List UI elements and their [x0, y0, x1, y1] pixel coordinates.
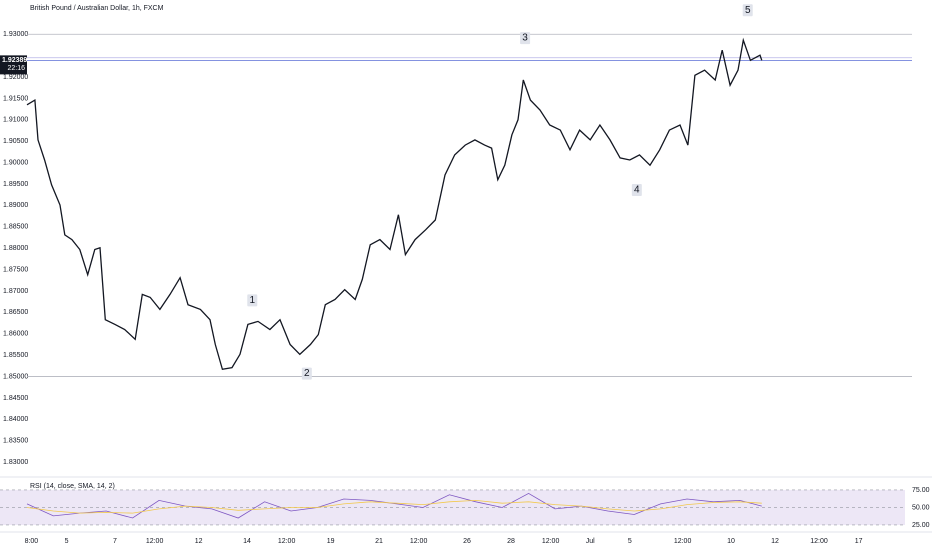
wave-label-box — [520, 32, 531, 45]
y-tick-label: 1.86500 — [3, 309, 28, 316]
y-tick-label: 1.88500 — [3, 224, 28, 231]
x-tick-label: 12:00 — [542, 538, 560, 545]
y-tick-label: 1.85000 — [3, 373, 28, 380]
price-badge — [0, 55, 27, 75]
y-tick-label: 1.92000 — [3, 74, 28, 81]
x-tick-label: 19 — [327, 538, 335, 545]
series-line — [26, 499, 762, 514]
wave-label-box — [247, 294, 258, 307]
y-tick-label: 75.00 — [912, 487, 930, 494]
x-tick-label: 5 — [628, 538, 632, 545]
x-tick-label: 12 — [195, 538, 203, 545]
series-line — [26, 37, 763, 371]
y-tick-label: 1.93000 — [3, 31, 28, 38]
y-tick-label: 1.84000 — [3, 416, 28, 423]
wave-label: 3 — [522, 33, 528, 44]
wave-label: 2 — [304, 368, 310, 379]
rsi-title: RSI (14, close, SMA, 14, 2) — [30, 483, 115, 490]
wave-label-box — [631, 184, 642, 196]
wave-label: 4 — [634, 185, 640, 196]
x-tick-label: 12:00 — [278, 538, 296, 545]
x-tick-label: 7 — [113, 538, 117, 545]
series-line — [26, 492, 762, 519]
y-tick-label: 1.85500 — [3, 352, 28, 359]
x-tick-label: 26 — [463, 538, 471, 545]
y-tick-label: 1.89000 — [3, 202, 28, 209]
chart-title: British Pound / Australian Dollar, 1h, F… — [30, 5, 164, 12]
x-tick-label: 12 — [771, 538, 779, 545]
x-tick-label: 21 — [375, 538, 383, 545]
y-tick-label: 1.87000 — [3, 288, 28, 295]
wave-label-box — [742, 4, 753, 17]
x-tick-label: 12:00 — [810, 538, 828, 545]
y-tick-label: 1.83000 — [3, 459, 28, 466]
y-tick-label: 1.91000 — [3, 117, 28, 124]
last-price-label: 1.92389 — [2, 57, 27, 64]
y-tick-label: 1.90000 — [3, 159, 28, 166]
y-tick-label: 25.00 — [912, 522, 930, 529]
x-tick-label: 14 — [243, 538, 251, 545]
y-tick-label: 1.87500 — [3, 266, 28, 273]
x-tick-label: 12:00 — [146, 538, 164, 545]
wave-label: 5 — [745, 5, 751, 16]
y-tick-label: 1.88000 — [3, 245, 28, 252]
y-tick-label: 1.84500 — [3, 395, 28, 402]
y-tick-label: 1.90500 — [3, 138, 28, 145]
y-tick-label: 1.91500 — [3, 95, 28, 102]
y-tick-label: 1.89500 — [3, 181, 28, 188]
countdown-label: 22:16 — [7, 65, 25, 72]
x-tick-label: 5 — [65, 538, 69, 545]
wave-label-box — [301, 367, 312, 380]
x-tick-label: Jul — [586, 538, 595, 545]
y-tick-label: 1.83500 — [3, 438, 28, 445]
wave-label: 1 — [249, 295, 255, 306]
y-tick-label: 50.00 — [912, 504, 930, 511]
x-tick-label: 28 — [507, 538, 515, 545]
x-tick-label: 12:00 — [410, 538, 428, 545]
x-tick-label: 12:00 — [674, 538, 692, 545]
y-tick-label: 1.86000 — [3, 331, 28, 338]
x-tick-label: 8:00 — [25, 538, 39, 545]
x-tick-label: 10 — [727, 538, 735, 545]
x-tick-label: 17 — [855, 538, 863, 545]
